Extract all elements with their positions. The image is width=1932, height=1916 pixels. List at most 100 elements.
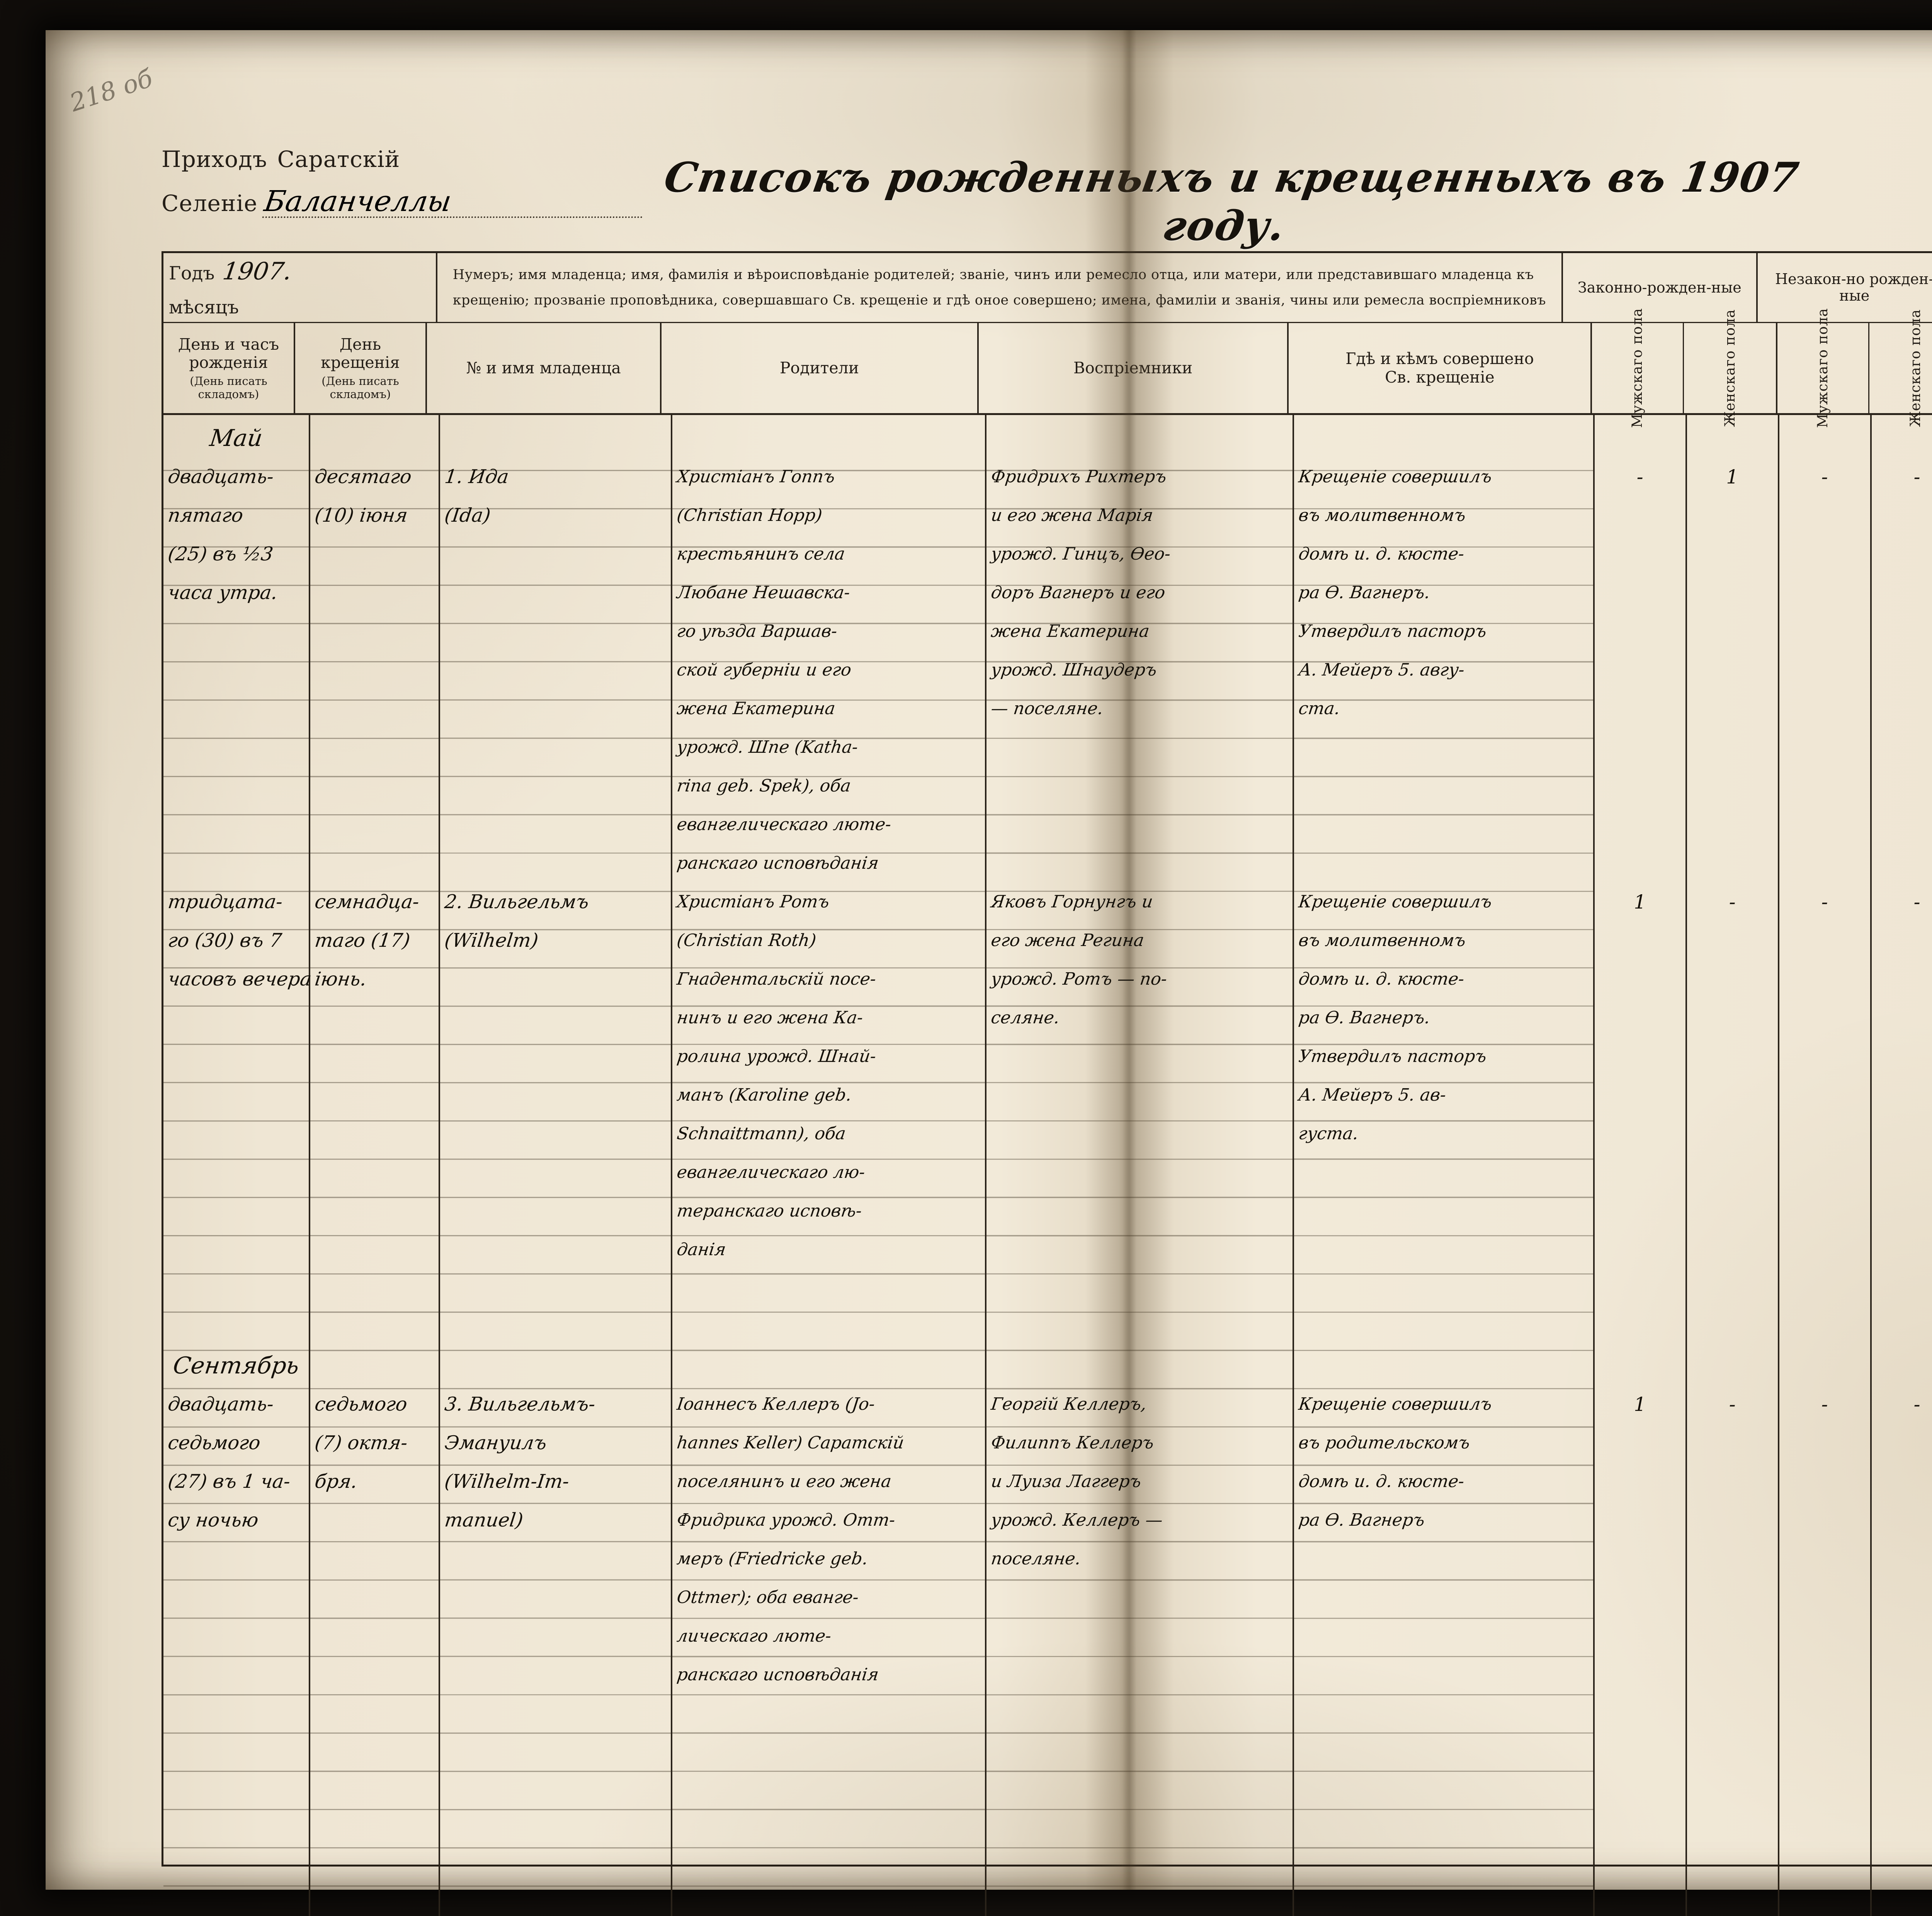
parents-line: (Christian Hopp) [676,505,824,525]
tally-illegitimate-female-blank [1872,496,1932,535]
tally-legitimate-female-blank [1687,1269,1778,1308]
godparents-line-blank [984,1694,1295,1733]
parents-line: hannes Keller) Саратскій [676,1433,905,1453]
parents-line [670,1346,987,1385]
birth-date-line-blank [161,805,311,844]
parents-line-blank [670,1849,987,1887]
godparents-line [984,419,1295,458]
birth-date-line-blank [161,1076,311,1115]
column-birth-date: Май двадцать-пятаго (25) въ ½3 часа утра. т… [161,415,313,1916]
header-col-godparents: Воспріемники [979,323,1289,413]
tally-legitimate-male [1595,1346,1685,1385]
tally-legitimate-female: - [1729,1393,1736,1416]
godparents-line-blank [984,1578,1295,1617]
godparents-line-blank [984,1887,1295,1916]
parents-line: поселянинъ и его жена [676,1472,893,1491]
column-baptism-date: десятаго (10) іюня семнадца-таго (17) іюнь… [310,415,440,1916]
tally-legitimate-male-blank [1595,805,1685,844]
tally-legitimate-male-blank [1595,1887,1685,1916]
baptism-place-line: А. Мейеръ 5. авгу- [1297,660,1466,680]
register-table: Годъ 1907. мѣсяцъ Нумеръ; имя младенца; … [162,251,1932,1916]
godparents-line-blank [984,1656,1295,1694]
baptism-place-line: домѣ и. д. кюсте- [1297,1472,1466,1491]
tally-illegitimate-male-blank [1779,921,1870,960]
parents-line-blank [670,1269,987,1308]
baptism-date-line-blank [308,1617,441,1656]
tally-legitimate-female-blank [1687,1424,1778,1462]
tally-legitimate-male-blank [1595,728,1685,767]
parents-line: жена Екатерина [676,699,837,718]
baptism-place-line-blank [1292,1849,1595,1887]
godparents-line-blank [984,1037,1295,1076]
child-name-line-blank [438,1230,673,1269]
baptism-date-line: седьмого [313,1393,409,1415]
tally-legitimate-female-blank [1687,651,1778,689]
tally-illegitimate-male-blank [1779,1733,1870,1771]
tally-legitimate-male-blank [1595,689,1685,728]
godparents-line-blank [984,1269,1295,1308]
book-spread: 218 об 219 Приходъ Саратскій Селеніе Бал… [46,30,1932,1916]
child-name-line-blank [438,999,673,1037]
col-place-label-2: Св. крещеніе [1385,368,1495,386]
tally-legitimate-male-blank [1595,921,1685,960]
baptism-date-line-blank [308,999,441,1037]
child-name-line-blank [438,767,673,805]
tally-legitimate-male-blank [1595,1462,1685,1501]
year-value: 1907. [221,257,294,285]
godparents-line: урожд. Келлеръ — [990,1510,1164,1530]
tally-legitimate-male-blank [1595,535,1685,573]
child-name-line: manuel) [443,1509,525,1531]
godparents-line: урожд. Шнаудеръ [990,660,1158,680]
baptism-date-line-blank [308,1771,441,1810]
tally-illegitimate-male-blank [1779,1617,1870,1656]
baptism-date-line: (7) октя- [313,1432,409,1454]
baptism-date-line [308,1346,441,1385]
parents-line-blank [670,1308,987,1346]
tally-illegitimate-female-blank [1872,1810,1932,1849]
parents-line: ранскаго исповѣданія [676,1665,880,1685]
tally-legitimate-male-blank [1595,496,1685,535]
tally-illegitimate-male-blank [1779,1578,1870,1617]
tally-illegitimate-female-blank [1872,573,1932,612]
tally-illegitimate-female-blank [1872,612,1932,651]
parents-line: ролина урожд. Шнай- [676,1046,878,1066]
tally-illegitimate-male: - [1821,1393,1828,1416]
column-child-name: 1. Ида (Ida) 2. Вильгельмъ (Wilhelm) 3. Ви… [438,415,673,1916]
tally-illegitimate-male-blank [1779,535,1870,573]
header-group-illegitimate: Незакон-но рожден-ные [1758,253,1932,322]
tally-illegitimate-female-blank [1872,1656,1932,1694]
tally-legitimate-female-blank [1687,1694,1778,1733]
godparents-line: — поселяне. [990,699,1105,718]
header-col-place: Гдѣ и кѣмъ совершено Св. крещеніе [1289,323,1592,413]
column-godparents-entries: Фридрихъ Рихтеръ и его жена Марія урожд. Г… [986,415,1292,1916]
birth-date-line: су ночью [167,1509,260,1531]
baptism-place-line-blank [1292,805,1595,844]
tally-illegitimate-male-blank [1779,612,1870,651]
baptism-date-line-blank [308,689,441,728]
tally-legitimate-male-blank [1595,1269,1685,1308]
tally-legitimate-female-blank [1687,535,1778,573]
baptism-date-line-blank [308,805,441,844]
tally-illegitimate-female-blank [1872,1037,1932,1076]
child-name-line-blank [438,1617,673,1656]
tally-legitimate-female [1687,1346,1778,1385]
tally-legitimate-female-blank [1687,573,1778,612]
parents-line: теранскаго исповѣ- [676,1201,863,1221]
tally-legitimate-male: 1 [1634,891,1646,913]
baptism-place-line [1292,1346,1595,1385]
birth-date-line-blank [161,1037,311,1076]
tally-legitimate-female-blank [1687,921,1778,960]
godparents-line: Филиппъ Келлеръ [990,1433,1155,1453]
parents-line-blank [670,1887,987,1916]
child-name-line: 3. Вильгельмъ- [443,1393,597,1415]
tally-legitimate-male-blank [1595,1153,1685,1192]
baptism-date-line-blank [308,844,441,883]
tally-illegitimate-female-blank [1872,1887,1932,1916]
column-illegitimate-female-entries: - - - [1872,415,1932,1916]
tally-illegitimate-female-blank [1872,960,1932,999]
header-description-cell: Нумеръ; имя младенца; имя, фамилія и вѣр… [437,253,1563,322]
tally-illegitimate-male-blank [1779,1887,1870,1916]
tally-legitimate-female-blank [1687,1501,1778,1540]
baptism-date-line-blank [308,1540,441,1578]
header-col-birth: День и часъ рожденія (День писать складо… [163,323,295,413]
